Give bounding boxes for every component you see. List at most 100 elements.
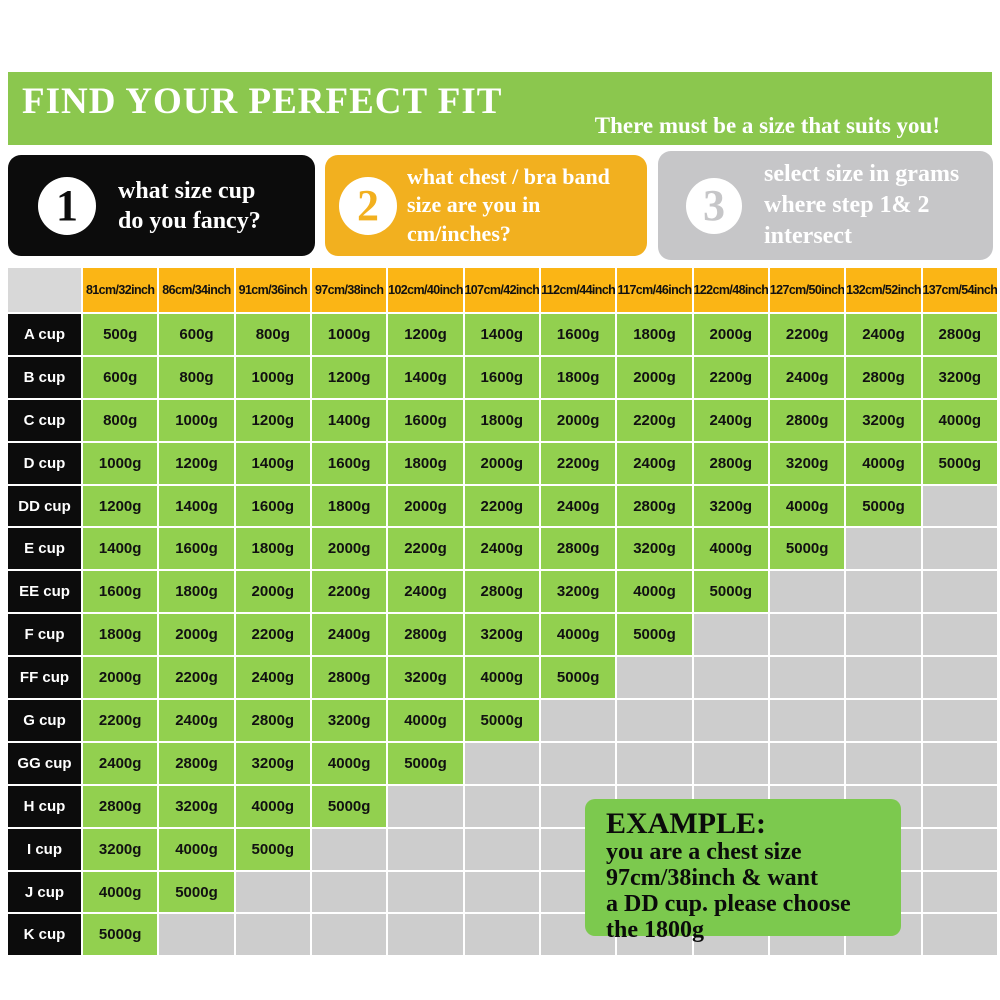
size-column-header: 112cm/44inch [541, 268, 616, 312]
grams-cell: 2800g [235, 700, 310, 741]
empty-cell [922, 700, 997, 741]
grams-cell: 4000g [312, 742, 387, 784]
empty-cell [464, 785, 539, 827]
grams-cell: 4000g [464, 657, 539, 699]
grams-cell: 5000g [159, 871, 234, 913]
grams-cell: 3200g [846, 399, 921, 441]
empty-cell [617, 742, 692, 784]
grams-cell: 4000g [541, 614, 616, 656]
empty-cell [770, 742, 845, 784]
grams-cell: 2200g [541, 442, 616, 484]
grams-cell: 1400g [464, 314, 539, 355]
grams-cell: 1000g [312, 314, 387, 355]
size-table: 81cm/32inch 86cm/34inch 91cm/36inch 97cm/38… [8, 268, 997, 956]
example-line-3: a DD cup. please choose [606, 891, 851, 917]
grams-cell: 500g [83, 314, 158, 355]
grams-cell: 1200g [388, 314, 463, 355]
grams-cell: 2200g [693, 356, 768, 398]
cup-row-header: K cup [8, 914, 81, 956]
grams-cell: 2200g [617, 399, 692, 441]
grams-cell: 4000g [693, 528, 768, 570]
grams-cell: 3200g [693, 485, 768, 527]
empty-cell [846, 528, 921, 570]
step-3-box: 3 select size in grams where step 1& 2 i… [658, 151, 993, 260]
grams-cell: 2400g [617, 442, 692, 484]
title-banner: FIND YOUR PERFECT FIT There must be a si… [8, 72, 992, 145]
grams-cell: 1400g [159, 485, 234, 527]
grams-cell: 5000g [770, 528, 845, 570]
grams-cell: 1600g [159, 528, 234, 570]
grams-cell: 3200g [159, 785, 234, 827]
grams-cell: 1600g [235, 485, 310, 527]
example-line-4: the 1800g [606, 917, 704, 943]
grams-cell: 2000g [464, 442, 539, 484]
grams-cell: 2000g [312, 528, 387, 570]
grams-cell: 1400g [83, 528, 158, 570]
grams-cell: 1600g [312, 442, 387, 484]
grams-cell: 2200g [159, 657, 234, 699]
grams-cell: 600g [159, 314, 234, 355]
step-1-box: 1 what size cup do you fancy? [8, 155, 315, 256]
grams-cell: 5000g [83, 914, 158, 956]
grams-cell: 800g [159, 356, 234, 398]
empty-cell [846, 657, 921, 699]
grams-cell: 5000g [388, 742, 463, 784]
step-1-line-1: what size cup [118, 177, 256, 204]
grams-cell: 2200g [770, 314, 845, 355]
grams-cell: 2400g [235, 657, 310, 699]
grams-cell: 3200g [464, 614, 539, 656]
grams-cell: 4000g [388, 700, 463, 741]
cup-row-header: EE cup [8, 571, 81, 613]
empty-cell [312, 914, 387, 956]
grams-cell: 4000g [235, 785, 310, 827]
step-2-box: 2 what chest / bra band size are you in … [325, 155, 647, 256]
empty-cell [693, 657, 768, 699]
empty-cell [922, 828, 997, 870]
grams-cell: 3200g [312, 700, 387, 741]
grams-cell: 2000g [159, 614, 234, 656]
empty-cell [922, 871, 997, 913]
empty-cell [617, 700, 692, 741]
grams-cell: 2400g [388, 571, 463, 613]
step-2-number-badge: 2 [339, 176, 397, 235]
grams-cell: 2200g [83, 700, 158, 741]
example-heading: EXAMPLE: [606, 807, 766, 840]
step-3-number-badge: 3 [686, 177, 742, 234]
grams-cell: 2400g [846, 314, 921, 355]
empty-cell [922, 485, 997, 527]
empty-cell [388, 785, 463, 827]
empty-cell [846, 700, 921, 741]
size-column-header: 86cm/34inch [159, 268, 234, 312]
grams-cell: 1000g [235, 356, 310, 398]
grams-cell: 4000g [83, 871, 158, 913]
cup-row-header: B cup [8, 356, 81, 398]
cup-row-header: D cup [8, 442, 81, 484]
empty-cell [922, 742, 997, 784]
size-column-header: 102cm/40inch [388, 268, 463, 312]
grams-cell: 2000g [693, 314, 768, 355]
empty-cell [464, 828, 539, 870]
grams-cell: 2800g [922, 314, 997, 355]
cup-row-header: F cup [8, 614, 81, 656]
grams-cell: 2800g [312, 657, 387, 699]
size-column-header: 117cm/46inch [617, 268, 692, 312]
empty-cell [922, 785, 997, 827]
grams-cell: 2200g [312, 571, 387, 613]
grams-cell: 1000g [83, 442, 158, 484]
grams-cell: 5000g [235, 828, 310, 870]
step-2-text: what chest / bra band size are you in cm… [407, 163, 647, 249]
grams-cell: 1800g [388, 442, 463, 484]
grams-cell: 2800g [846, 356, 921, 398]
grams-cell: 5000g [464, 700, 539, 741]
grams-cell: 5000g [541, 657, 616, 699]
example-line-1: you are a chest size [606, 839, 802, 865]
grams-cell: 4000g [922, 399, 997, 441]
size-column-header: 97cm/38inch [312, 268, 387, 312]
grams-cell: 1400g [388, 356, 463, 398]
size-column-header: 81cm/32inch [83, 268, 158, 312]
step-3-line-2: where step 1& 2 [764, 191, 930, 218]
step-2-line-1: what chest / bra band [407, 163, 610, 189]
grams-cell: 2800g [693, 442, 768, 484]
step-1-number-badge: 1 [38, 176, 96, 235]
grams-cell: 2000g [83, 657, 158, 699]
